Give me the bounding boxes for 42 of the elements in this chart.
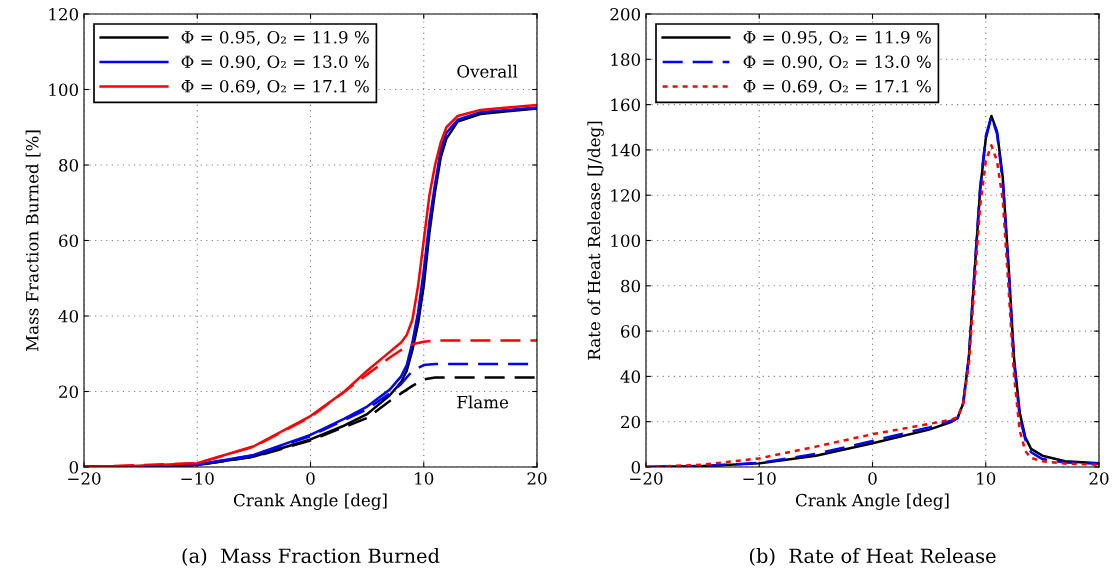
y-tick-label: 100 [611,234,641,248]
y-tick-label: 100 [49,83,79,97]
annotation: Overall [457,64,518,78]
text: (a) Mass Fraction Burned [182,548,440,566]
x-tick-label: −10 [743,472,776,485]
y-tick-label: 140 [611,143,641,157]
y-tick-label: 0 [631,460,641,474]
y-tick-label: 200 [610,7,641,21]
y-tick-label: 20 [621,415,641,429]
y-tick-label: 120 [49,7,79,21]
y-tick-label: 80 [59,158,79,172]
y-tick-label: 180 [611,53,641,66]
y-tick-label: 60 [59,234,79,248]
legend-label: Φ = 0.69, O₂ = 17.1 % [181,79,369,95]
y-tick-label: 160 [611,98,641,112]
x-axis-title: Crank Angle [deg] [795,493,949,510]
y-tick-label: 40 [620,370,641,383]
x-tick-label: 0 [868,472,877,485]
x-tick-label: 20 [527,472,547,485]
x-tick-label: −20 [630,472,663,485]
y-tick-label: 60 [621,325,641,338]
text: (b) Rate of Heat Release [749,548,996,566]
y-tick-label: 80 [621,279,641,293]
x-tick-label: 0 [306,472,315,485]
y-tick-label: 120 [611,189,641,202]
x-tick-label: 10 [415,472,434,485]
legend-label: Φ = 0.69, O₂ = 17.1 % [743,79,931,95]
y-axis-title: Rate of Heat Release [J/deg] [587,121,604,360]
x-tick-label: −20 [68,472,101,485]
y-axis-title: Mass Fraction Burned [%] [25,130,41,351]
x-tick-label: 20 [1089,472,1109,485]
legend-label: Φ = 0.95, O₂ = 11.9 % [743,30,931,46]
x-tick-label: −10 [181,472,214,485]
x-tick-label: 10 [977,472,996,485]
y-tick-label: 0 [69,460,79,474]
legend-label: Φ = 0.95, O₂ = 11.9 % [181,30,369,46]
annotation: Flame [457,395,509,409]
legend-label: Φ = 0.90, O₂ = 13.0 % [743,55,931,71]
legend-label: Φ = 0.90, O₂ = 13.0 % [181,55,369,71]
x-axis-title: Crank Angle [deg] [233,493,387,510]
y-tick-label: 40 [58,309,79,323]
y-tick-label: 20 [59,385,79,399]
